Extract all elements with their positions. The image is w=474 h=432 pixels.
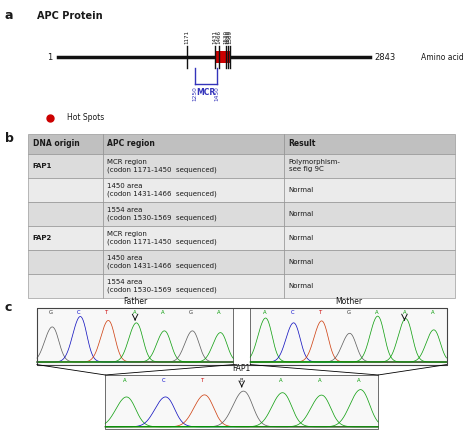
Text: MCR region
(codon 1171-1450  sequenced): MCR region (codon 1171-1450 sequenced) [107, 231, 217, 245]
Bar [28, 202, 103, 226]
Bar [103, 134, 284, 154]
Text: 1171: 1171 [184, 30, 189, 44]
Text: 1450 area
(codon 1431-1466  sequenced): 1450 area (codon 1431-1466 sequenced) [107, 255, 217, 269]
Text: T: T [105, 310, 109, 315]
Text: 1554 area
(codon 1530-1569  sequenced): 1554 area (codon 1530-1569 sequenced) [107, 207, 217, 221]
Text: MCR: MCR [197, 89, 216, 98]
Text: A: A [218, 310, 221, 315]
Text: G: G [49, 310, 53, 315]
Text: C: C [291, 310, 294, 315]
Bar [28, 178, 103, 202]
Text: A: A [402, 310, 406, 315]
Text: Hot Spots: Hot Spots [67, 113, 104, 122]
Text: FAP1: FAP1 [233, 364, 251, 373]
Text: b: b [5, 132, 14, 145]
Text: 1554 area
(codon 1530-1569  sequenced): 1554 area (codon 1530-1569 sequenced) [107, 279, 217, 293]
Text: Normal: Normal [289, 187, 314, 193]
Bar [37, 308, 447, 365]
Bar [284, 274, 455, 298]
Text: Polymorphism-
see fig 9C: Polymorphism- see fig 9C [289, 159, 340, 172]
Text: T: T [319, 310, 322, 315]
Bar [28, 134, 103, 154]
Bar [103, 178, 284, 202]
Text: A: A [279, 378, 283, 383]
Bar [250, 308, 447, 365]
Bar [284, 226, 455, 250]
Text: Normal: Normal [289, 283, 314, 289]
Text: 1431: 1431 [212, 30, 218, 44]
Bar [284, 178, 455, 202]
Text: Normal: Normal [289, 259, 314, 265]
Bar [28, 274, 103, 298]
Text: G: G [346, 310, 350, 315]
Text: A: A [374, 310, 378, 315]
Text: APC region: APC region [107, 139, 155, 148]
Bar [284, 154, 455, 178]
Text: Normal: Normal [289, 235, 314, 241]
Bar [103, 202, 284, 226]
Text: A: A [123, 378, 127, 383]
Text: Mother: Mother [335, 297, 362, 306]
Bar [284, 202, 455, 226]
Text: 1569: 1569 [228, 30, 233, 44]
Text: 1450 area
(codon 1431-1466  sequenced): 1450 area (codon 1431-1466 sequenced) [107, 183, 217, 197]
Bar [37, 308, 233, 365]
Text: Amino acid: Amino acid [421, 53, 464, 61]
Bar [28, 226, 103, 250]
Text: T: T [201, 378, 204, 383]
Text: A: A [133, 310, 137, 315]
Bar [284, 134, 455, 154]
Text: 1: 1 [46, 53, 52, 61]
Text: A: A [161, 310, 165, 315]
Text: 1466: 1466 [216, 30, 221, 44]
Text: APC Protein: APC Protein [37, 11, 102, 21]
Text: FAP1: FAP1 [33, 163, 52, 168]
Text: A: A [263, 310, 266, 315]
Text: 1530: 1530 [223, 30, 228, 44]
Text: Result: Result [289, 139, 316, 148]
Text: Father: Father [123, 297, 147, 306]
Text: B: B [240, 378, 244, 383]
Text: C: C [162, 378, 165, 383]
Bar [284, 250, 455, 274]
Bar [28, 250, 103, 274]
Text: a: a [5, 9, 13, 22]
Bar [215, 51, 230, 63]
Text: 1550: 1550 [226, 30, 230, 44]
Text: G: G [189, 310, 193, 315]
Text: MCR region
(codon 1171-1450  sequenced): MCR region (codon 1171-1450 sequenced) [107, 159, 217, 173]
Text: 1250: 1250 [192, 86, 198, 101]
Text: 1450: 1450 [215, 86, 219, 101]
Bar [103, 250, 284, 274]
Bar [105, 375, 378, 429]
Bar [103, 154, 284, 178]
Text: Normal: Normal [289, 211, 314, 217]
Text: A: A [431, 310, 434, 315]
Text: FAP2: FAP2 [33, 235, 52, 241]
Text: C: C [77, 310, 81, 315]
Text: 2843: 2843 [374, 53, 395, 61]
Bar [103, 274, 284, 298]
Bar [28, 154, 103, 178]
Text: DNA origin: DNA origin [33, 139, 80, 148]
Text: c: c [5, 301, 12, 314]
Bar [103, 226, 284, 250]
Text: A: A [318, 378, 321, 383]
Text: A: A [357, 378, 361, 383]
